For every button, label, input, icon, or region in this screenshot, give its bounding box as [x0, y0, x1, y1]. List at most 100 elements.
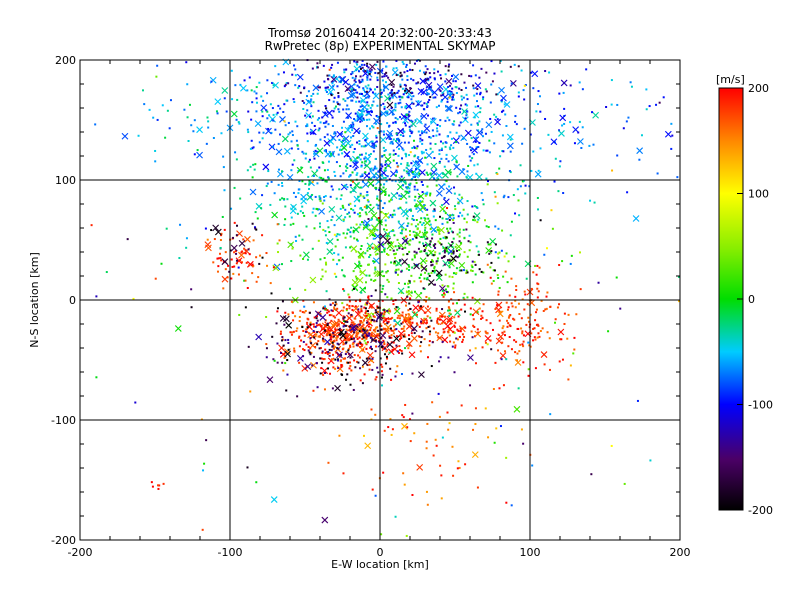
data-point [361, 180, 364, 183]
data-point [331, 345, 334, 348]
data-point [495, 172, 498, 175]
data-point [460, 308, 463, 311]
data-point [405, 186, 408, 189]
data-point [514, 120, 517, 123]
data-point [346, 104, 349, 107]
data-point [581, 88, 584, 91]
data-point [306, 95, 309, 98]
data-point [383, 107, 386, 110]
data-point [486, 241, 489, 244]
data-point [388, 351, 391, 354]
data-point [291, 163, 294, 166]
data-point [434, 331, 437, 334]
data-point [382, 284, 385, 287]
data-point [327, 367, 330, 370]
data-point [428, 344, 431, 347]
data-point [204, 227, 207, 230]
data-point [323, 388, 326, 391]
data-point [269, 103, 272, 106]
data-point [402, 149, 405, 152]
data-point [538, 335, 541, 338]
data-point [389, 327, 392, 330]
data-point [432, 215, 435, 218]
data-point-cross [356, 115, 364, 123]
data-point [399, 98, 402, 101]
data-point-cross [531, 70, 539, 78]
data-point [219, 239, 222, 242]
data-point [472, 218, 475, 221]
data-point [326, 133, 329, 136]
data-point [389, 92, 392, 95]
data-point [503, 194, 506, 197]
data-point [339, 360, 342, 363]
data-point [312, 174, 315, 177]
data-point [428, 86, 431, 89]
data-point [457, 329, 460, 332]
data-point [490, 60, 493, 63]
data-point [383, 250, 386, 253]
data-point [416, 228, 419, 231]
data-point [424, 194, 427, 197]
data-point [312, 132, 315, 135]
data-point [406, 426, 409, 429]
data-point [499, 155, 502, 158]
data-point [405, 235, 408, 238]
data-point [398, 345, 401, 348]
data-point [515, 285, 518, 288]
data-point-cross [509, 79, 517, 87]
data-point [368, 256, 371, 259]
data-point [413, 188, 416, 191]
data-point [295, 239, 298, 242]
data-point [231, 98, 234, 101]
data-point [408, 208, 411, 211]
data-point [550, 209, 553, 212]
data-point [458, 228, 461, 231]
data-point [408, 154, 411, 157]
data-point [336, 335, 339, 338]
data-point [248, 253, 251, 256]
data-point-cross [330, 76, 338, 83]
data-point [157, 487, 160, 490]
data-point [437, 336, 440, 339]
data-point [392, 138, 395, 141]
data-point [494, 195, 497, 198]
data-point [506, 281, 509, 284]
data-point [425, 252, 428, 255]
data-point [304, 288, 307, 291]
data-point [483, 219, 486, 222]
data-point [294, 195, 297, 198]
data-point [496, 118, 499, 121]
data-point [448, 146, 451, 149]
data-point [370, 408, 373, 411]
data-point [367, 104, 370, 107]
data-point [342, 137, 345, 140]
data-point [344, 320, 347, 323]
data-point [444, 247, 447, 250]
data-point [465, 221, 468, 224]
data-point [342, 323, 345, 326]
data-point [486, 149, 489, 152]
data-point [332, 100, 335, 103]
data-point [474, 423, 477, 426]
data-point [370, 111, 373, 114]
data-point [429, 87, 432, 90]
data-point [342, 325, 345, 328]
data-point [378, 199, 381, 202]
data-point [366, 62, 369, 65]
data-point [515, 359, 518, 362]
data-point [310, 95, 313, 98]
data-point [522, 442, 525, 445]
data-point [342, 206, 345, 209]
data-point [267, 127, 270, 130]
data-point [315, 362, 318, 365]
data-point [406, 186, 409, 189]
data-point [365, 321, 368, 324]
data-point [308, 180, 311, 183]
data-point-cross [416, 464, 424, 471]
data-point [334, 358, 337, 361]
data-point [272, 145, 275, 148]
data-point [539, 110, 542, 113]
data-point [369, 254, 372, 257]
data-point [372, 234, 375, 237]
